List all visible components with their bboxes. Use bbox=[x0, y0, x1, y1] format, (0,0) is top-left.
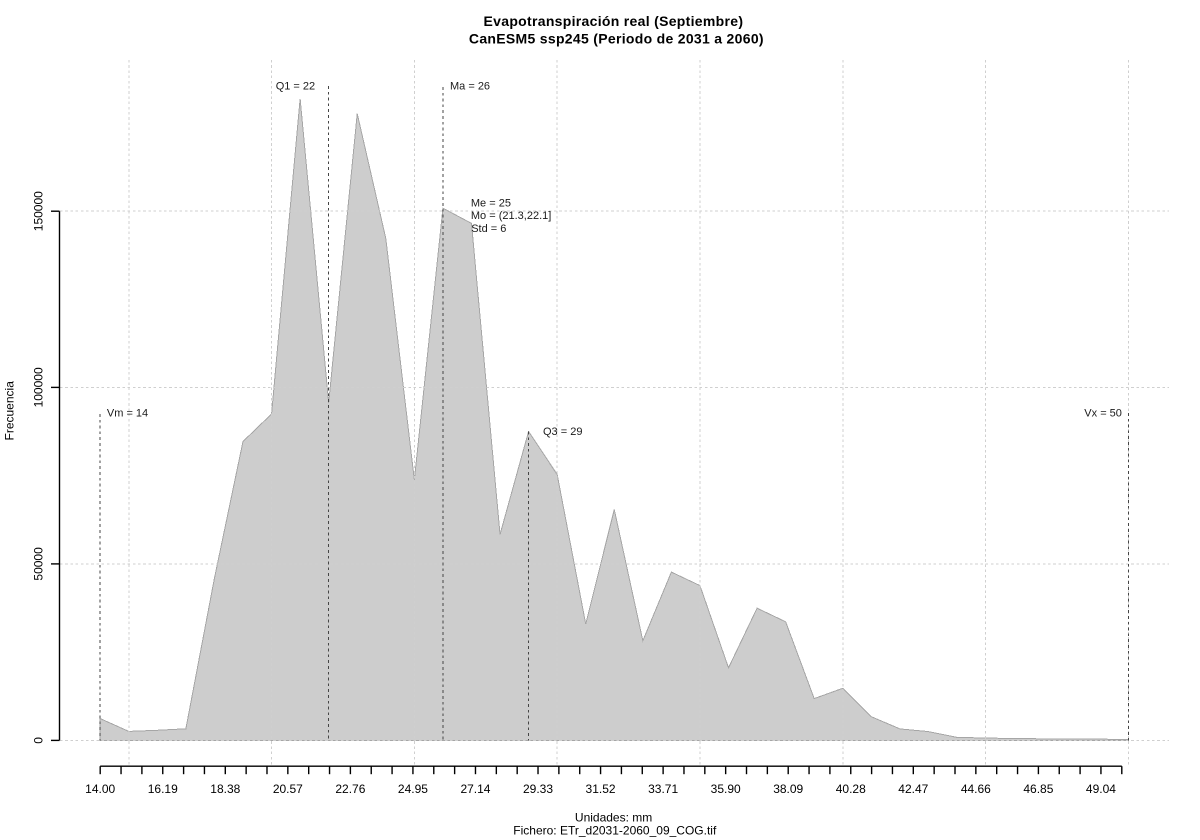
svg-text:38.09: 38.09 bbox=[773, 782, 803, 796]
svg-text:Q3 = 29: Q3 = 29 bbox=[543, 426, 582, 438]
svg-text:27.14: 27.14 bbox=[460, 782, 490, 796]
svg-text:150000: 150000 bbox=[31, 191, 45, 231]
svg-text:22.76: 22.76 bbox=[335, 782, 365, 796]
svg-text:CanESM5 ssp245 (Periodo de 203: CanESM5 ssp245 (Periodo de 2031 a 2060) bbox=[469, 31, 764, 47]
svg-text:Me = 25: Me = 25 bbox=[471, 198, 511, 210]
svg-text:Fichero: ETr_d2031-2060_09_COG: Fichero: ETr_d2031-2060_09_COG.tif bbox=[513, 823, 717, 837]
svg-text:100000: 100000 bbox=[31, 367, 45, 407]
svg-text:Vm = 14: Vm = 14 bbox=[107, 408, 148, 420]
svg-text:33.71: 33.71 bbox=[648, 782, 678, 796]
svg-text:Frecuencia: Frecuencia bbox=[3, 381, 17, 441]
svg-text:0: 0 bbox=[31, 737, 45, 744]
svg-text:42.47: 42.47 bbox=[898, 782, 928, 796]
svg-text:20.57: 20.57 bbox=[273, 782, 303, 796]
svg-text:49.04: 49.04 bbox=[1086, 782, 1116, 796]
svg-text:50000: 50000 bbox=[31, 547, 45, 581]
svg-text:35.90: 35.90 bbox=[711, 782, 741, 796]
svg-text:29.33: 29.33 bbox=[523, 782, 553, 796]
svg-text:Ma = 26: Ma = 26 bbox=[450, 81, 490, 93]
svg-text:Vx = 50: Vx = 50 bbox=[1084, 407, 1122, 419]
svg-text:44.66: 44.66 bbox=[961, 782, 991, 796]
svg-text:40.28: 40.28 bbox=[836, 782, 866, 796]
svg-text:Unidades: mm: Unidades: mm bbox=[575, 810, 652, 824]
svg-text:Mo = (21.3,22.1]: Mo = (21.3,22.1] bbox=[471, 210, 551, 222]
svg-text:Std = 6: Std = 6 bbox=[471, 223, 506, 235]
svg-text:18.38: 18.38 bbox=[210, 782, 240, 796]
svg-text:Evapotranspiración real (Septi: Evapotranspiración real (Septiembre) bbox=[484, 13, 744, 29]
svg-text:24.95: 24.95 bbox=[398, 782, 428, 796]
svg-text:Q1 = 22: Q1 = 22 bbox=[276, 80, 315, 92]
svg-text:14.00: 14.00 bbox=[85, 782, 115, 796]
svg-text:16.19: 16.19 bbox=[148, 782, 178, 796]
svg-text:31.52: 31.52 bbox=[586, 782, 616, 796]
svg-text:46.85: 46.85 bbox=[1023, 782, 1053, 796]
